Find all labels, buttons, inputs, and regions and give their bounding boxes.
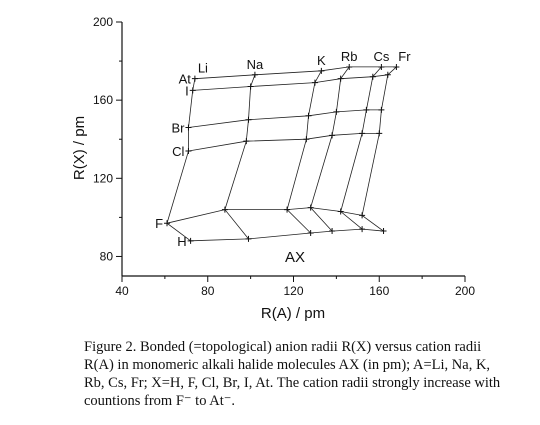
cation-line-rb <box>310 66 350 232</box>
x-tick-label: 160 <box>369 284 389 298</box>
cation-line-na <box>224 74 256 240</box>
data-point <box>363 106 370 113</box>
cation-label: K <box>317 53 326 68</box>
cation-label: Fr <box>398 49 411 64</box>
data-point <box>307 230 314 237</box>
data-point <box>303 136 310 143</box>
caption-line: R(A) in monomeric alkali halide molecule… <box>84 357 491 373</box>
data-point <box>337 208 344 215</box>
anion-label: Br <box>171 121 185 136</box>
cation-line-fr <box>361 66 397 232</box>
data-point <box>185 124 192 131</box>
series-line-h <box>190 228 384 242</box>
data-point <box>337 75 344 82</box>
y-tick-label: 120 <box>93 171 113 185</box>
caption-line: countions from F⁻ to At⁻. <box>84 393 236 409</box>
cation-label: Na <box>247 57 264 72</box>
data-point <box>318 67 325 74</box>
anion-label: Cl <box>172 144 184 159</box>
data-point <box>245 116 252 123</box>
data-point <box>187 237 194 244</box>
data-point <box>311 79 318 86</box>
series-line-br <box>188 109 382 128</box>
cation-label: Li <box>198 61 208 76</box>
series-line-cl <box>188 133 380 152</box>
data-point <box>243 138 250 145</box>
ax-annotation: AX <box>285 249 305 266</box>
cation-label: Rb <box>341 49 358 64</box>
x-tick-label: 200 <box>455 284 475 298</box>
grid-labels: HF Cl Br IAt Li Na K Rb Cs Fr <box>155 49 411 249</box>
data-point <box>189 87 196 94</box>
data-point <box>251 71 258 78</box>
y-tick-label: 80 <box>100 249 114 263</box>
data-point <box>359 212 366 219</box>
anion-label: F <box>155 216 163 231</box>
caption-line: Rb, Cs, Fr; X=H, F, Cl, Br, I, At. The c… <box>84 375 501 391</box>
data-point <box>305 112 312 119</box>
cation-line-k <box>286 70 322 234</box>
y-tick-label: 160 <box>93 93 113 107</box>
y-axis-label: R(X) / pm <box>71 116 88 180</box>
data-point <box>164 220 171 227</box>
anion-label: I <box>185 83 189 98</box>
data-point <box>221 206 228 213</box>
data-point <box>378 106 385 113</box>
data-point <box>376 130 383 137</box>
series-line-f <box>166 207 363 224</box>
anion-label: H <box>177 234 186 249</box>
x-tick-label: 80 <box>201 284 215 298</box>
x-axis-label: R(A) / pm <box>261 305 325 322</box>
data-point <box>369 73 376 80</box>
data-point <box>191 75 198 82</box>
data-point <box>359 226 366 233</box>
data-point <box>378 63 385 70</box>
data-point <box>329 228 336 235</box>
data-point <box>329 132 336 139</box>
anion-label: At <box>179 72 192 87</box>
data-point <box>346 63 353 70</box>
caption-line: Figure 2. Bonded (=topological) anion ra… <box>84 339 482 355</box>
data-point <box>384 71 391 78</box>
cation-line-li <box>166 78 196 242</box>
data-point <box>307 204 314 211</box>
data-points <box>164 63 400 244</box>
data-point <box>359 130 366 137</box>
y-tick-label: 200 <box>93 15 113 29</box>
data-point <box>380 228 387 235</box>
data-point <box>245 235 252 242</box>
data-point <box>333 108 340 115</box>
x-tick-label: 120 <box>283 284 303 298</box>
data-point <box>393 63 400 70</box>
data-point <box>185 147 192 154</box>
data-point <box>247 83 254 90</box>
x-tick-label: 40 <box>115 284 129 298</box>
axes: 40 80 120 160 200 80 120 160 200 <box>93 15 475 298</box>
figure-caption: Figure 2. Bonded (=topological) anion ra… <box>84 338 520 410</box>
data-point <box>284 206 291 213</box>
cation-line-cs <box>340 66 382 230</box>
cation-label: Cs <box>373 49 389 64</box>
